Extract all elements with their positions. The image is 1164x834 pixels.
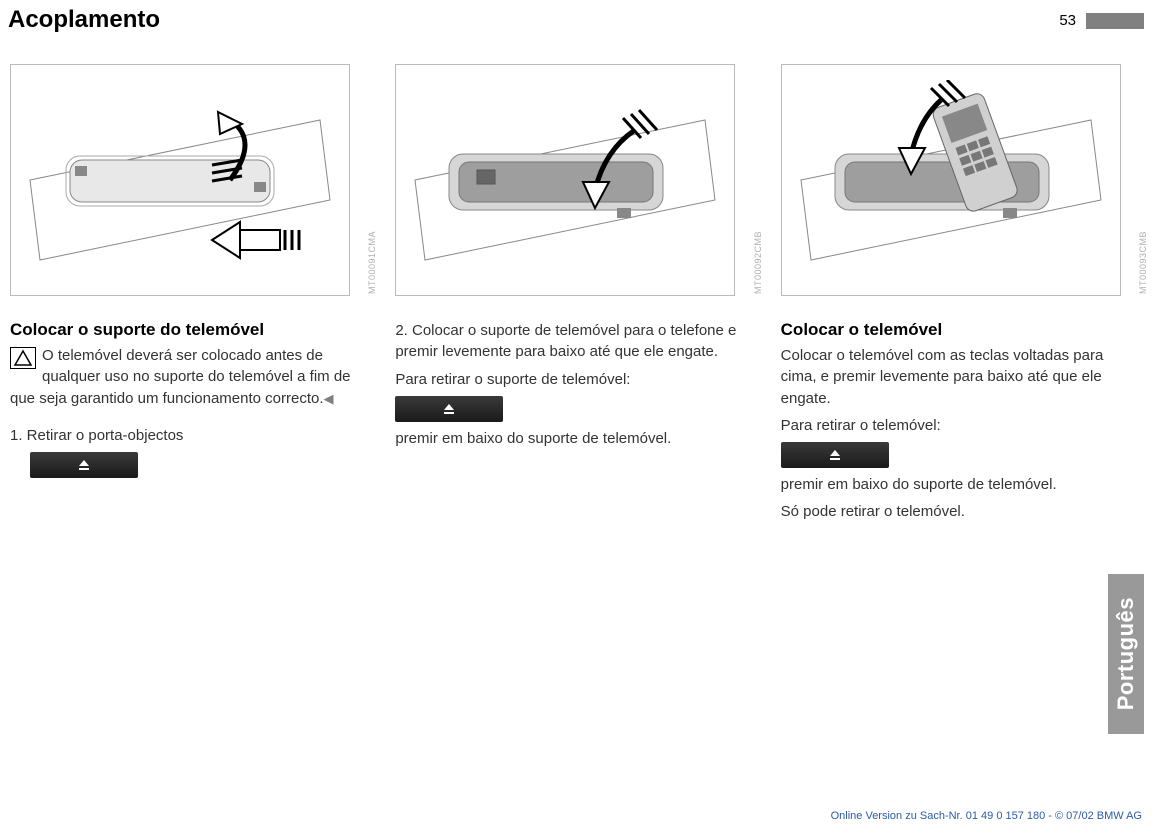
- col2-para2: premir em baixo do suporte de telemóvel.: [395, 428, 756, 449]
- col2-step2: 2. Colocar o suporte de telemóvel para o…: [395, 320, 756, 363]
- figure-2: [395, 64, 735, 296]
- col3-para4: Só pode retirar o telemóvel.: [781, 501, 1142, 522]
- figure-3: [781, 64, 1121, 296]
- col2-para1: Para retirar o suporte de telemóvel:: [395, 369, 756, 390]
- warning-icon: [10, 347, 36, 369]
- eject-button-image-3: [781, 442, 889, 468]
- page-number: 53: [1059, 12, 1076, 29]
- eject-icon: [828, 449, 842, 461]
- page-title: Acoplamento: [8, 6, 160, 34]
- page-number-box: 53: [1059, 12, 1144, 29]
- figure-2-label: MT00092CMB: [753, 231, 763, 294]
- language-label: Português: [1113, 597, 1139, 710]
- language-tab: Português: [1108, 574, 1144, 734]
- page-header: Acoplamento 53: [8, 6, 1144, 34]
- col3-para2: Para retirar o telemóvel:: [781, 415, 1142, 436]
- footer-text: Online Version zu Sach-Nr. 01 49 0 157 1…: [831, 810, 1142, 822]
- figure-1-wrap: MT00091CMA: [10, 64, 371, 296]
- col1-warning-text: O telemóvel deverá ser colocado antes de…: [10, 347, 351, 407]
- col1-step1: 1. Retirar o porta-objectos: [10, 425, 371, 446]
- col3-para3: premir em baixo do suporte de telemóvel.: [781, 474, 1142, 495]
- figure-1-label: MT00091CMA: [367, 231, 377, 294]
- figure-3-wrap: MT00093CMB: [781, 64, 1142, 296]
- col1-subhead: Colocar o suporte do telemóvel: [10, 320, 371, 340]
- figure-1: [10, 64, 350, 296]
- figure-2-wrap: MT00092CMB: [395, 64, 756, 296]
- col3-para1: Colocar o telemóvel com as teclas vol­ta…: [781, 345, 1142, 409]
- eject-button-image-1: [30, 452, 138, 478]
- eject-icon: [442, 403, 456, 415]
- page: Acoplamento 53: [0, 0, 1164, 834]
- figure-1-svg: [20, 80, 340, 280]
- figure-2-svg: [405, 80, 725, 280]
- column-3: MT00093CMB Colocar o telemóvel Colocar o…: [781, 64, 1142, 529]
- column-2: MT00092CMB 2. Colocar o suporte de telem…: [395, 64, 756, 529]
- eject-icon: [77, 459, 91, 471]
- end-marker-icon: ◀: [324, 391, 334, 406]
- figure-3-label: MT00093CMB: [1138, 231, 1148, 294]
- eject-button-image-2: [395, 396, 503, 422]
- col1-warning: O telemóvel deverá ser colocado antes de…: [10, 345, 371, 409]
- columns: MT00091CMA Colocar o suporte do telemóve…: [8, 64, 1144, 529]
- figure-3-svg: [791, 80, 1111, 280]
- col3-subhead: Colocar o telemóvel: [781, 320, 1142, 340]
- page-marker-bar: [1086, 13, 1144, 29]
- column-1: MT00091CMA Colocar o suporte do telemóve…: [10, 64, 371, 529]
